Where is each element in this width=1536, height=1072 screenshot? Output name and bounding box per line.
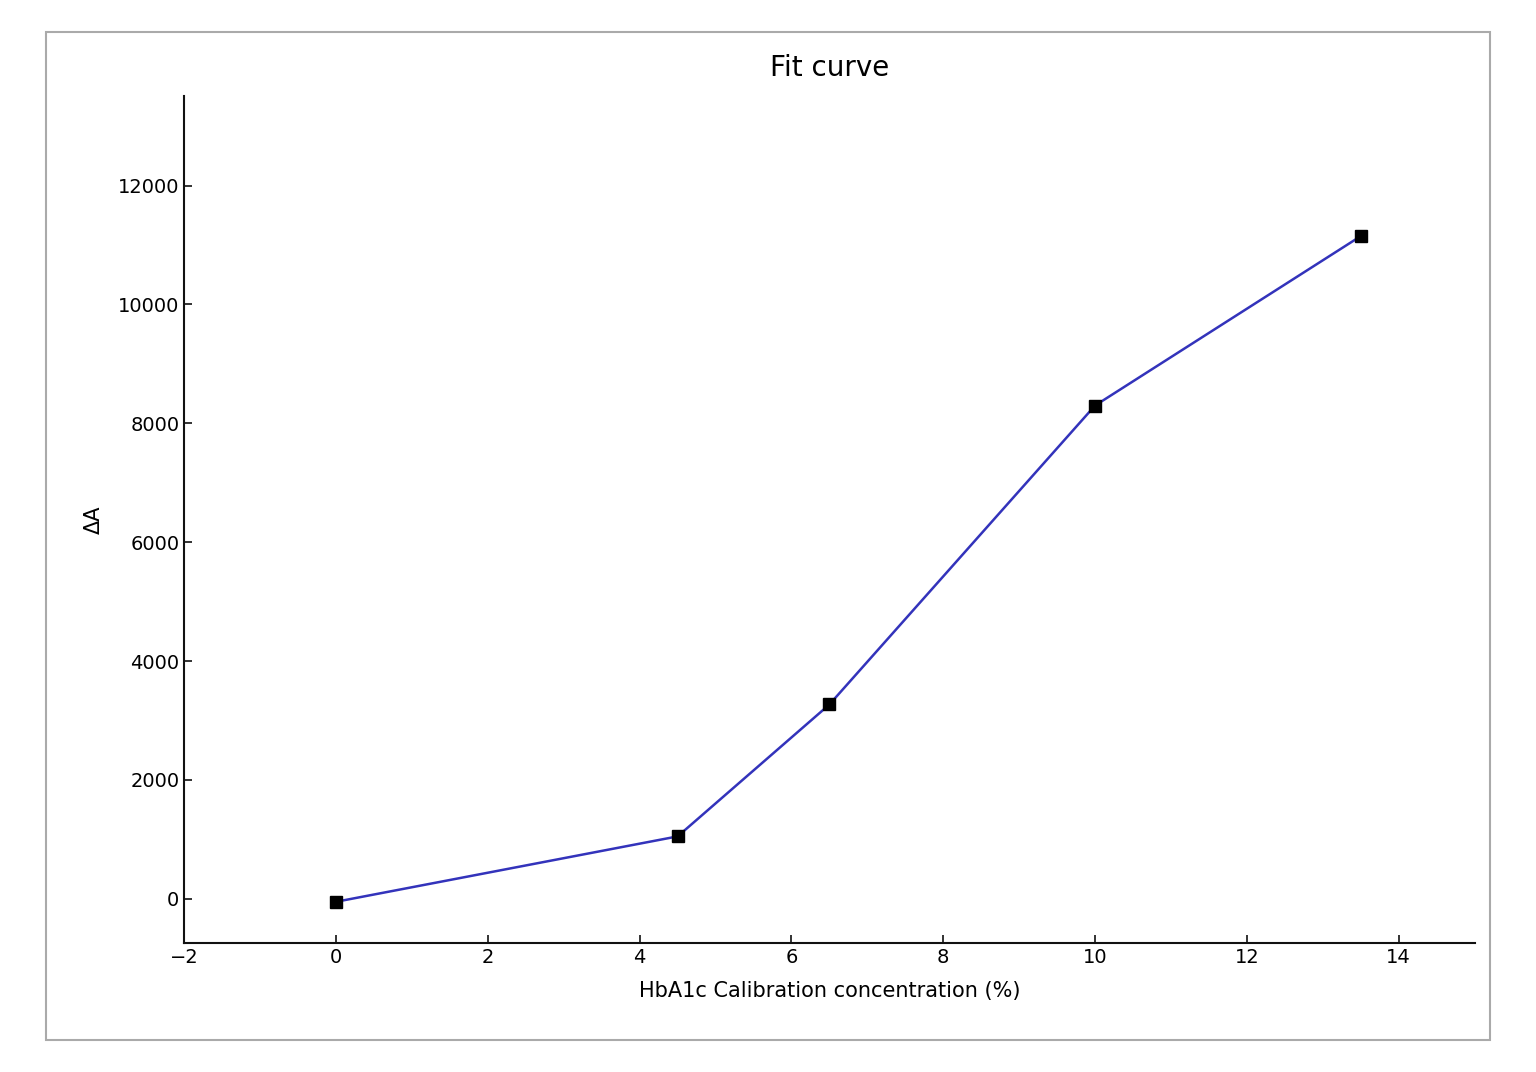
Y-axis label: ΔA: ΔA	[84, 506, 104, 534]
X-axis label: HbA1c Calibration concentration (%): HbA1c Calibration concentration (%)	[639, 981, 1020, 1001]
Title: Fit curve: Fit curve	[770, 54, 889, 81]
